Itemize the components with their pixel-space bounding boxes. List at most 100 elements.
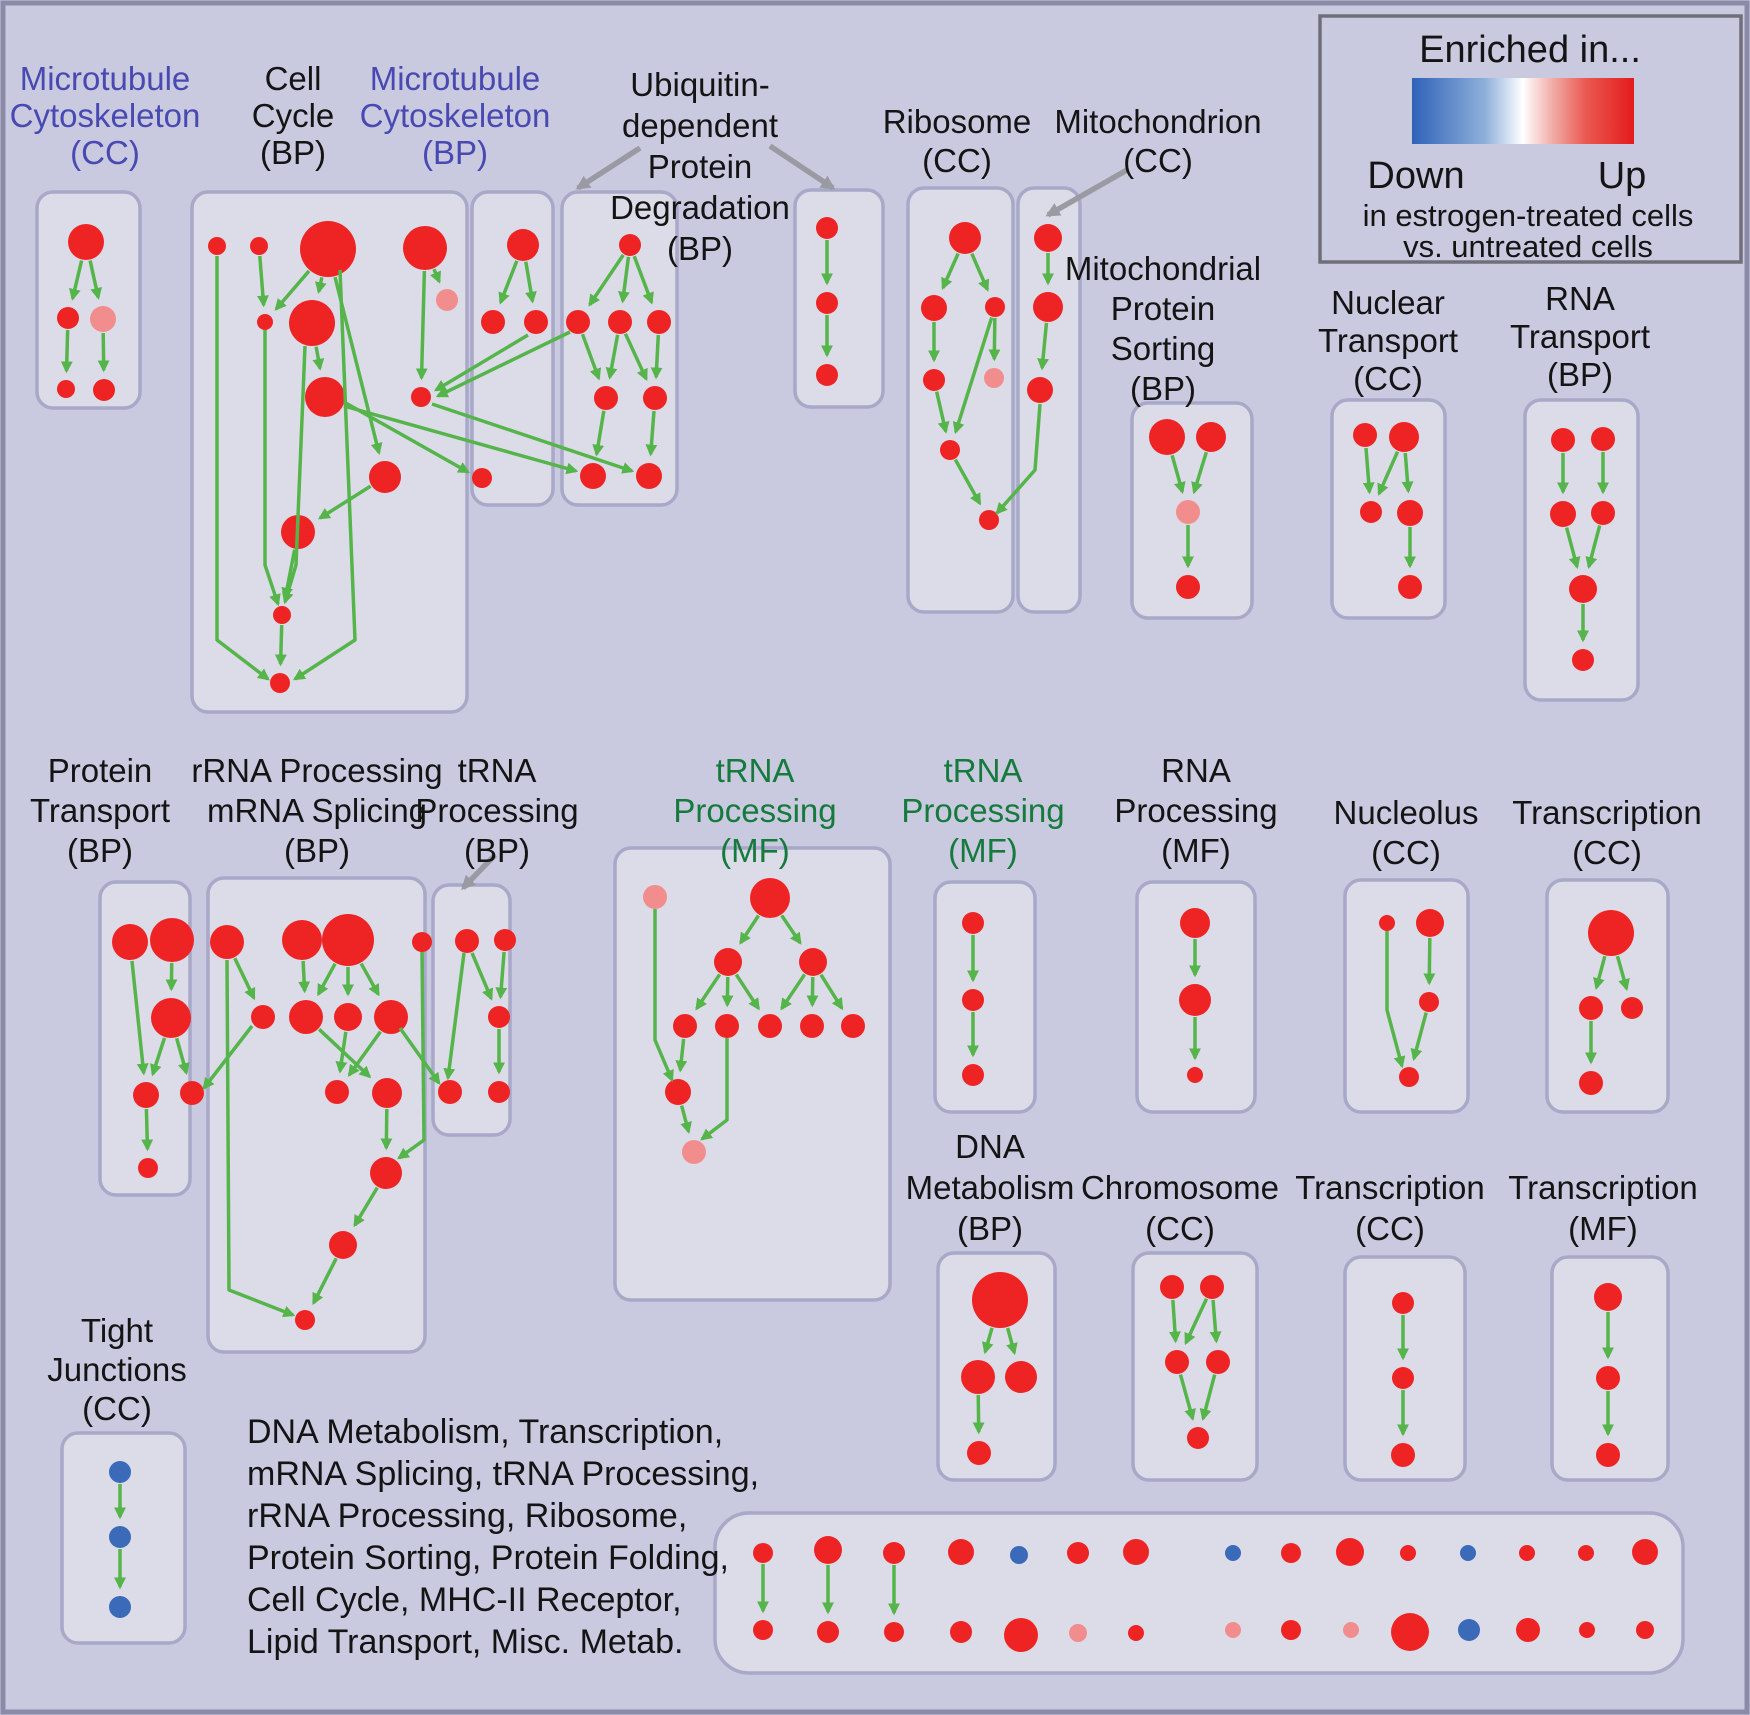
node-up xyxy=(1206,1350,1230,1374)
edge-arrow xyxy=(605,334,620,380)
node-up xyxy=(1399,1067,1419,1087)
node-up xyxy=(972,1272,1028,1328)
node-weak-up xyxy=(1225,1622,1241,1638)
node-up xyxy=(180,1081,204,1105)
edge-arrow xyxy=(174,1037,190,1076)
edge-arrow xyxy=(739,914,760,945)
node-weak-up xyxy=(643,885,667,909)
node-up xyxy=(68,224,104,260)
edge-arrow xyxy=(675,1038,688,1073)
node-up xyxy=(1551,428,1575,452)
legend-subtitle-2: vs. untreated cells xyxy=(1403,229,1653,264)
cluster-label-rna-processing-mf: RNA Processing (MF) xyxy=(1114,752,1277,869)
node-up xyxy=(594,386,618,410)
node-up xyxy=(524,310,548,334)
node-up xyxy=(608,310,632,334)
cluster-label-protein-transport-bp: Protein Transport (BP) xyxy=(30,752,170,869)
misc-categories-note: DNA Metabolism, Transcription, mRNA Splic… xyxy=(247,1413,759,1661)
node-up xyxy=(800,1014,824,1038)
node-up xyxy=(962,989,984,1011)
edge-arrow xyxy=(1615,955,1630,992)
node-up xyxy=(1128,1625,1144,1641)
node-up xyxy=(940,440,960,460)
node-weak-up xyxy=(436,289,458,311)
node-up xyxy=(753,1620,773,1640)
node-up xyxy=(412,932,432,952)
node-up xyxy=(799,948,827,976)
edge-arrow xyxy=(1564,527,1581,570)
node-up xyxy=(1391,1443,1415,1467)
node-up xyxy=(950,1621,972,1643)
node-up xyxy=(1594,1283,1622,1311)
node-up xyxy=(1187,1427,1209,1449)
node-up xyxy=(1196,422,1226,452)
edge-arrow xyxy=(650,334,663,380)
layer-text: Microtubule Cytoskeleton (CC) Cell Cycle (BP)… xyxy=(10,14,1743,1661)
edge-arrow xyxy=(695,973,722,1011)
edge-arrow xyxy=(274,269,311,311)
edge-arrow xyxy=(225,959,296,1318)
cluster-label-transcription-cc-mid: Transcription (CC) xyxy=(1512,794,1702,871)
cluster-box-nucleolus-cc xyxy=(1343,878,1470,1114)
node-up xyxy=(1636,1621,1654,1639)
node-up xyxy=(1027,377,1053,403)
cluster-box-chromosome-cc xyxy=(1131,1251,1259,1482)
edge-arrow xyxy=(1593,955,1607,991)
cluster-box-misc-summary-box xyxy=(713,1511,1685,1675)
label-pointer-arrow-2 xyxy=(1045,167,1129,218)
edge-arrow xyxy=(653,909,674,1083)
cluster-box-ubiquitin-chain-box xyxy=(793,188,885,409)
cluster-label-nucleolus-cc: Nucleolus (CC) xyxy=(1334,794,1479,871)
node-up xyxy=(816,364,838,386)
node-up xyxy=(1034,224,1062,252)
cluster-box-rna-transport-bp xyxy=(1523,398,1640,702)
node-up xyxy=(580,463,606,489)
node-down xyxy=(1010,1546,1028,1564)
cluster-box-ubiquitin-degradation-bp xyxy=(560,190,679,507)
node-up xyxy=(750,878,790,918)
node-down xyxy=(1225,1545,1241,1561)
edge-arrow xyxy=(632,255,654,305)
node-up xyxy=(1149,419,1185,455)
cluster-label-ubiquitin-degradation-bp: Ubiquitin-dependent Protein Degradation (BP… xyxy=(610,66,790,267)
cluster-label-rrna-processing-mrna-splicing-bp: rRNA Processing mRNA Splicing (BP) xyxy=(191,752,442,869)
node-up xyxy=(282,920,322,960)
edge-arrow xyxy=(130,960,149,1076)
node-up xyxy=(133,1082,159,1108)
node-up xyxy=(673,1014,697,1038)
edge-arrow xyxy=(316,962,337,997)
cross-cluster-edge-arrow xyxy=(343,400,471,474)
node-up xyxy=(1398,575,1422,599)
node-up xyxy=(455,929,479,953)
cluster-label-tight-junctions-cc: Tight Junctions (CC) xyxy=(47,1312,186,1427)
node-up xyxy=(295,1310,315,1330)
edge-arrow xyxy=(819,973,844,1011)
edge-arrow xyxy=(415,270,428,381)
node-up xyxy=(1392,1367,1414,1389)
node-up xyxy=(322,914,374,966)
node-up xyxy=(488,1006,510,1028)
edge-arrow xyxy=(941,252,960,291)
edge-arrow xyxy=(263,330,281,607)
node-up xyxy=(411,387,431,407)
cross-cluster-edge-arrow xyxy=(398,1026,441,1085)
node-up xyxy=(1004,1618,1038,1652)
cluster-box-mitochondrion-cc xyxy=(1016,186,1082,614)
edge-arrow xyxy=(256,255,269,308)
node-up xyxy=(488,1081,510,1103)
node-up xyxy=(1572,649,1594,671)
node-up xyxy=(57,307,79,329)
node-up xyxy=(814,1536,842,1564)
edge-arrow xyxy=(353,1186,379,1228)
label-pointer-arrow-1 xyxy=(768,143,836,191)
node-up xyxy=(1588,910,1634,956)
edge-arrow xyxy=(312,346,325,371)
edge-arrow xyxy=(312,1257,338,1306)
edge-arrow xyxy=(60,329,73,374)
node-up xyxy=(985,297,1005,317)
node-up xyxy=(208,237,226,255)
edge-arrow xyxy=(69,260,84,301)
cross-cluster-edge-arrow xyxy=(202,1024,254,1090)
edge-arrow xyxy=(982,1327,994,1355)
